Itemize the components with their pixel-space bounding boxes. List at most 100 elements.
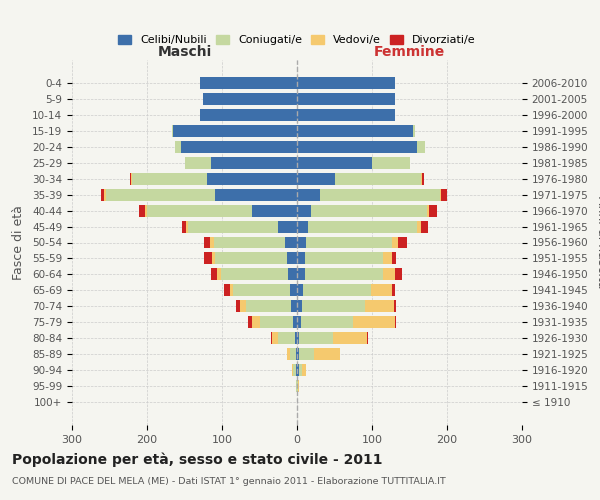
Bar: [248, 316, 252, 328]
Bar: [252, 204, 297, 216]
Bar: [297, 236, 306, 248]
Bar: [106, 188, 215, 200]
Bar: [212, 252, 215, 264]
Bar: [203, 92, 297, 104]
Bar: [297, 140, 417, 152]
Bar: [252, 316, 260, 328]
Bar: [297, 76, 395, 88]
Bar: [297, 220, 308, 232]
Bar: [297, 188, 320, 200]
Bar: [392, 236, 398, 248]
Bar: [271, 332, 272, 344]
Bar: [290, 284, 297, 296]
Bar: [395, 316, 396, 328]
Bar: [417, 140, 425, 152]
Bar: [285, 236, 297, 248]
Bar: [367, 332, 368, 344]
Bar: [353, 316, 395, 328]
Bar: [291, 300, 297, 312]
Bar: [199, 108, 297, 120]
Bar: [287, 348, 290, 360]
Bar: [204, 252, 212, 264]
Bar: [217, 268, 221, 280]
Bar: [290, 348, 296, 360]
Bar: [172, 124, 173, 136]
Bar: [427, 204, 429, 216]
Bar: [297, 316, 301, 328]
Bar: [421, 172, 424, 184]
Bar: [297, 284, 303, 296]
Bar: [320, 188, 439, 200]
Bar: [211, 268, 217, 280]
Bar: [297, 364, 299, 376]
Text: Popolazione per età, sesso e stato civile - 2011: Popolazione per età, sesso e stato civil…: [12, 452, 383, 467]
Bar: [221, 268, 288, 280]
Bar: [429, 204, 437, 216]
Bar: [101, 188, 104, 200]
Bar: [421, 220, 428, 232]
Bar: [335, 172, 421, 184]
Bar: [371, 284, 392, 296]
Bar: [175, 140, 181, 152]
Bar: [240, 300, 246, 312]
Bar: [383, 252, 392, 264]
Bar: [272, 332, 278, 344]
Bar: [297, 204, 311, 216]
Bar: [306, 236, 392, 248]
Bar: [210, 236, 214, 248]
Bar: [132, 172, 207, 184]
Bar: [297, 108, 395, 120]
Bar: [211, 156, 297, 168]
Bar: [297, 268, 305, 280]
Bar: [173, 124, 297, 136]
Bar: [188, 220, 278, 232]
Bar: [311, 204, 427, 216]
Bar: [278, 220, 297, 232]
Bar: [130, 172, 131, 184]
Bar: [214, 236, 285, 248]
Bar: [215, 188, 297, 200]
Bar: [292, 364, 293, 376]
Y-axis label: Fasce di età: Fasce di età: [12, 205, 25, 280]
Bar: [417, 220, 421, 232]
Bar: [223, 284, 229, 296]
Bar: [295, 332, 297, 344]
Bar: [104, 188, 106, 200]
Bar: [398, 236, 407, 248]
Bar: [297, 156, 372, 168]
Bar: [365, 300, 394, 312]
Bar: [299, 348, 314, 360]
Bar: [293, 364, 296, 376]
Y-axis label: Anni di nascita: Anni di nascita: [595, 196, 600, 289]
Bar: [439, 188, 441, 200]
Bar: [394, 300, 396, 312]
Text: COMUNE DI PACE DEL MELA (ME) - Dati ISTAT 1° gennaio 2011 - Elaborazione TUTTITA: COMUNE DI PACE DEL MELA (ME) - Dati ISTA…: [12, 478, 446, 486]
Bar: [308, 220, 417, 232]
Bar: [392, 284, 395, 296]
Bar: [204, 236, 210, 248]
Bar: [297, 92, 395, 104]
Bar: [186, 220, 188, 232]
Bar: [441, 188, 447, 200]
Bar: [215, 252, 287, 264]
Bar: [296, 380, 297, 392]
Bar: [383, 268, 395, 280]
Bar: [229, 284, 233, 296]
Bar: [297, 252, 305, 264]
Bar: [199, 76, 297, 88]
Bar: [246, 300, 291, 312]
Bar: [333, 332, 367, 344]
Bar: [296, 364, 297, 376]
Bar: [392, 252, 396, 264]
Bar: [302, 300, 365, 312]
Bar: [297, 380, 298, 392]
Bar: [297, 348, 299, 360]
Bar: [297, 172, 335, 184]
Bar: [236, 300, 240, 312]
Bar: [298, 380, 299, 392]
Bar: [305, 268, 383, 280]
Bar: [207, 172, 297, 184]
Bar: [278, 332, 295, 344]
Bar: [287, 252, 297, 264]
Bar: [301, 316, 353, 328]
